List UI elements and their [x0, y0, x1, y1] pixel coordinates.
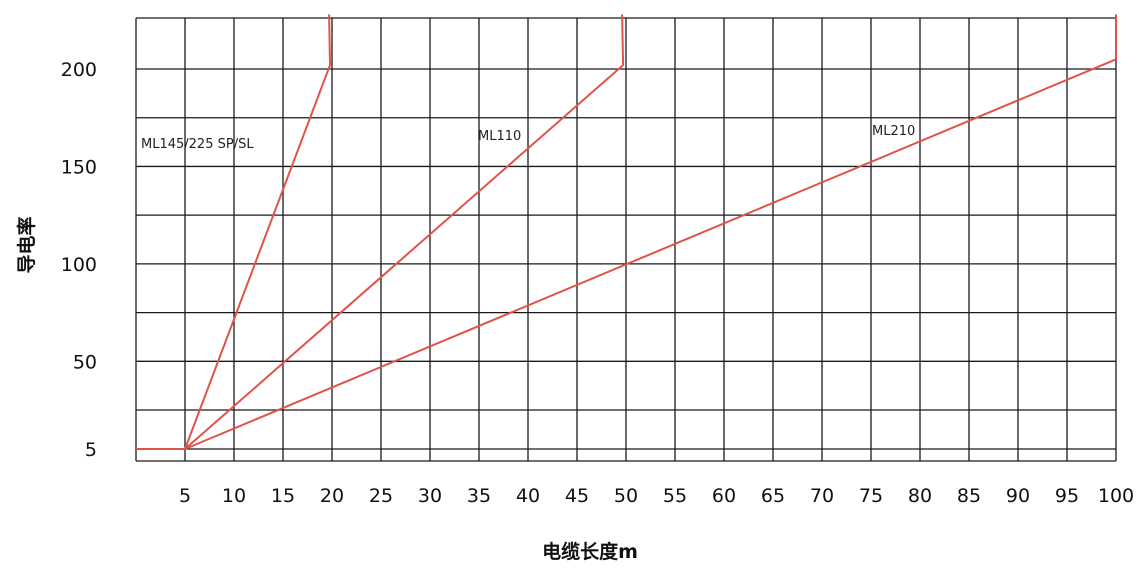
x-tick-label: 40: [516, 485, 540, 507]
x-tick-label: 15: [271, 485, 295, 507]
series-label: ML210: [872, 124, 915, 139]
series-label: ML110: [478, 129, 521, 144]
x-tick-label: 90: [1006, 485, 1030, 507]
x-tick-label: 70: [810, 485, 834, 507]
x-tick-label: 95: [1055, 485, 1079, 507]
x-tick-label: 25: [369, 485, 393, 507]
x-tick-label: 80: [908, 485, 932, 507]
x-axis-title: 电缆长度m: [542, 540, 638, 563]
x-tick-label: 50: [614, 485, 638, 507]
x-tick-label: 85: [957, 485, 981, 507]
series-lines: [136, 14, 1117, 450]
y-tick-labels: 5 50 100 150 200: [61, 59, 97, 461]
x-tick-label: 55: [663, 485, 687, 507]
x-tick-label: 5: [179, 485, 191, 507]
y-tick-label: 50: [73, 351, 97, 373]
x-tick-label: 100: [1098, 485, 1134, 507]
series-line: [184, 14, 1117, 450]
y-axis-title: 导电率: [15, 216, 38, 273]
x-tick-label: 65: [761, 485, 785, 507]
y-tick-label: 5: [85, 439, 97, 461]
series-labels: ML145/225 SP/SL ML110 ML210: [141, 124, 915, 152]
x-tick-label: 45: [565, 485, 589, 507]
x-tick-labels: 5 10 15 20 25 30 35 40 45 50 55 60 65 70 75 80 85 90 95 100: [179, 485, 1134, 507]
y-tick-label: 200: [61, 59, 97, 81]
y-tick-label: 100: [61, 254, 97, 276]
y-tick-label: 150: [61, 156, 97, 178]
x-tick-label: 10: [222, 485, 246, 507]
series-line: [136, 14, 332, 450]
x-tick-label: 30: [418, 485, 442, 507]
x-tick-label: 20: [320, 485, 344, 507]
x-tick-label: 35: [467, 485, 491, 507]
grid: [135, 17, 1117, 462]
x-tick-label: 75: [859, 485, 883, 507]
series-label: ML145/225 SP/SL: [141, 137, 254, 152]
series-line: [184, 14, 625, 450]
x-tick-label: 60: [712, 485, 736, 507]
